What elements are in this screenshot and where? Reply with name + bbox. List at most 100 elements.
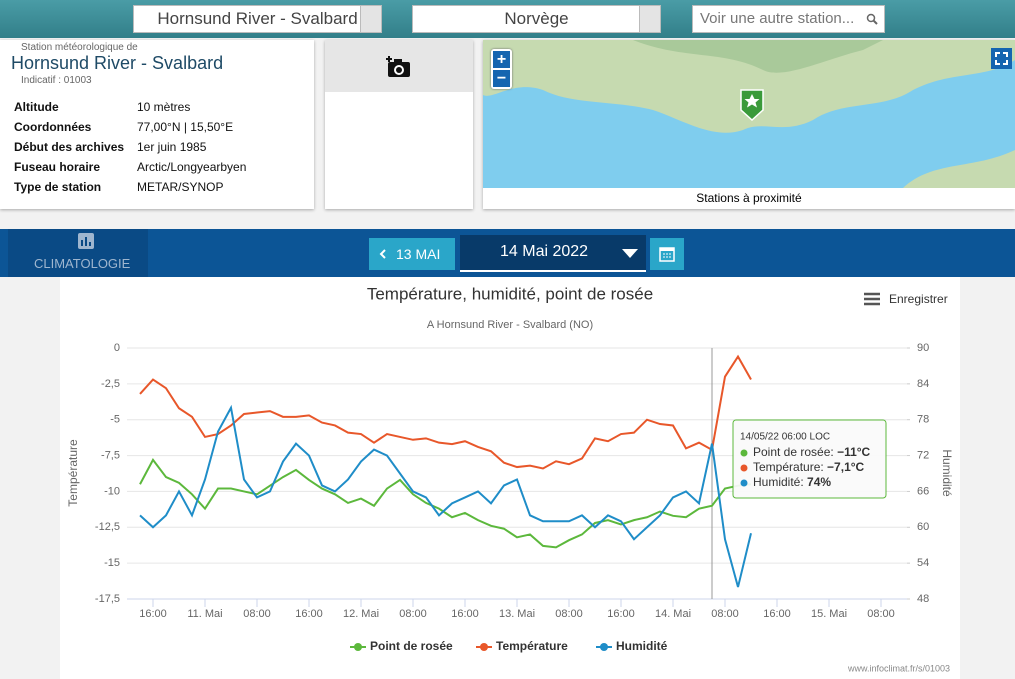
x-tick-label: 08:00 — [399, 608, 427, 620]
search-icon — [866, 13, 878, 25]
row-value: 10 mètres — [137, 100, 191, 114]
y-tick-label: -12,5 — [95, 521, 120, 533]
legend-dot — [600, 643, 608, 651]
x-tick-label: 13. Mai — [499, 608, 535, 620]
y2-tick-label: 78 — [917, 414, 929, 426]
row-key: Fuseau horaire — [14, 160, 101, 174]
tooltip-item: Humidité: 74% — [753, 475, 831, 489]
zoom-control: + − — [491, 49, 512, 89]
search-input[interactable]: Voir une autre station... — [692, 5, 885, 33]
tooltip-dot — [740, 449, 748, 457]
chart-subtitle: A Hornsund River - Svalbard (NO) — [427, 319, 593, 331]
y-tick-label: 0 — [114, 342, 120, 354]
row-key: Altitude — [14, 100, 59, 114]
station-table: Altitude 10 mètres Coordonnées 77,00°N | 15… — [14, 97, 246, 197]
x-tick-label: 16:00 — [607, 608, 635, 620]
country-select-text: Norvège — [504, 9, 569, 28]
legend-dot — [480, 643, 488, 651]
tooltip-box — [732, 419, 887, 499]
y-tick-label: -7,5 — [101, 449, 120, 461]
row-key: Début des archives — [14, 140, 125, 154]
x-tick-label: 08:00 — [243, 608, 271, 620]
country-select[interactable]: Norvège — [412, 5, 661, 33]
x-tick-label: 16:00 — [763, 608, 791, 620]
photo-card — [325, 40, 473, 209]
fullscreen-button[interactable] — [991, 48, 1012, 69]
prev-day-button[interactable]: 13 MAI — [369, 238, 455, 270]
y2-tick-label: 60 — [917, 521, 929, 533]
station-row: Fuseau horaire Arctic/Longyearbyen — [14, 157, 246, 177]
legend-label: Température — [496, 639, 568, 653]
y-tick-label: -17,5 — [95, 593, 120, 605]
nav-bar: CLIMATOLOGIE 13 MAI 14 Mai 2022 — [0, 229, 1015, 277]
station-code: Indicatif : 01003 — [21, 75, 92, 86]
y-tick-label: -15 — [104, 557, 120, 569]
station-name: Hornsund River - Svalbard — [11, 53, 224, 73]
y2-tick-label: 54 — [917, 557, 929, 569]
date-select[interactable]: 14 Mai 2022 — [460, 235, 646, 272]
station-select[interactable]: Hornsund River - Svalbard — [133, 5, 382, 33]
calendar-button[interactable] — [650, 238, 684, 270]
y2-tick-label: 84 — [917, 378, 929, 390]
zoom-out[interactable]: − — [493, 70, 510, 87]
x-tick-label: 08:00 — [711, 608, 739, 620]
row-key: Type de station — [14, 180, 102, 194]
nav-section: CLIMATOLOGIE — [34, 256, 131, 271]
tooltip-item: Point de rosée: −11°C — [753, 445, 871, 459]
map-card: + − Stations à proximité — [483, 40, 1015, 209]
y2-tick-label: 90 — [917, 342, 929, 354]
tooltip-item-value: −11°C — [837, 445, 870, 459]
tooltip-title: 14/05/22 06:00 LOC — [740, 432, 830, 443]
y-tick-label: -5 — [110, 414, 120, 426]
camera-icon — [386, 56, 410, 77]
photo-area[interactable] — [325, 40, 473, 92]
map[interactable] — [483, 40, 1015, 188]
x-tick-label: 14. Mai — [655, 608, 691, 620]
select-arrow — [360, 6, 381, 32]
tooltip-item-label: Humidité: — [753, 475, 807, 489]
export-menu[interactable]: Enregistrer — [864, 292, 948, 306]
y-tick-label: -2,5 — [101, 378, 120, 390]
series-line — [139, 354, 752, 470]
chart-title: Température, humidité, point de rosée — [367, 284, 653, 303]
y2-tick-label: 66 — [917, 485, 929, 497]
x-tick-label: 16:00 — [451, 608, 479, 620]
y2-axis-title: Humidité — [940, 449, 954, 497]
zoom-in[interactable]: + — [493, 51, 510, 68]
x-tick-label: 16:00 — [139, 608, 167, 620]
series-line — [139, 404, 752, 588]
tooltip-item-value: 74% — [807, 475, 831, 489]
search-placeholder: Voir une autre station... — [700, 10, 855, 27]
row-value: Arctic/Longyearbyen — [137, 160, 247, 174]
x-tick-label: 08:00 — [555, 608, 583, 620]
tooltip-dot — [740, 479, 748, 487]
row-value: 1er juin 1985 — [137, 140, 207, 154]
x-tick-label: 16:00 — [295, 608, 323, 620]
station-row: Coordonnées 77,00°N | 15,50°E — [14, 117, 246, 137]
credits[interactable]: www.infoclimat.fr/s/01003 — [847, 663, 950, 673]
x-tick-label: 08:00 — [867, 608, 895, 620]
nav-tab[interactable]: CLIMATOLOGIE — [8, 229, 148, 277]
y-axis-title: Température — [66, 439, 80, 507]
row-key: Coordonnées — [14, 120, 92, 134]
row-value: 77,00°N | 15,50°E — [137, 120, 234, 134]
x-tick-label: 12. Mai — [343, 608, 379, 620]
station-row: Type de station METAR/SYNOP — [14, 177, 246, 197]
station-row: Début des archives 1er juin 1985 — [14, 137, 246, 157]
export-label: Enregistrer — [889, 292, 948, 306]
map-footer[interactable]: Stations à proximité — [483, 188, 1015, 209]
station-select-text: Hornsund River - Svalbard — [157, 9, 358, 28]
caret — [622, 249, 638, 258]
row-value: METAR/SYNOP — [137, 180, 224, 194]
legend-label: Point de rosée — [370, 639, 453, 653]
station-subtitle: Station météorologique de — [21, 42, 138, 53]
series-line — [139, 458, 752, 549]
tooltip-dot — [740, 464, 748, 472]
station-card: Station météorologique de Hornsund River… — [0, 40, 314, 209]
prev-day-label: 13 MAI — [396, 246, 441, 262]
x-tick-label: 15. Mai — [811, 608, 847, 620]
chart-icon — [78, 233, 94, 249]
station-row: Altitude 10 mètres — [14, 97, 246, 117]
